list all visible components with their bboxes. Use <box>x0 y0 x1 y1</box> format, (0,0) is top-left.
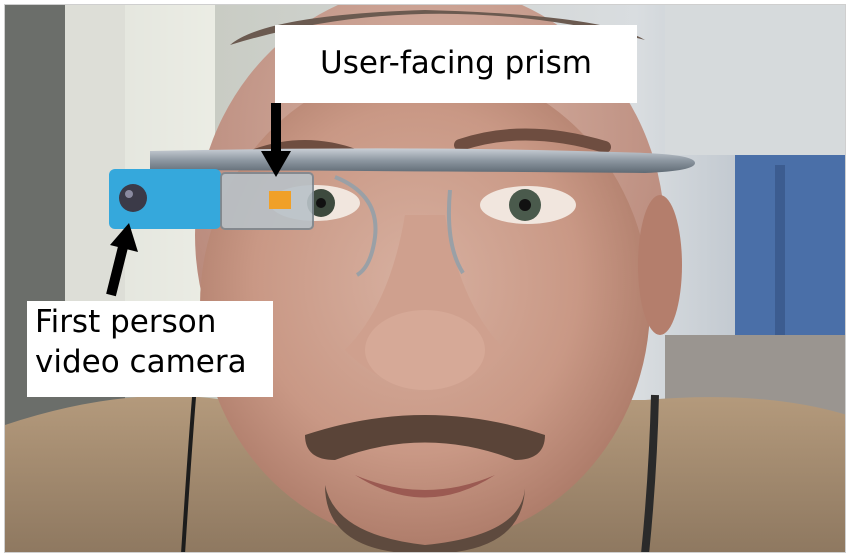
prism <box>220 172 314 230</box>
nose-tip <box>365 310 485 390</box>
lanyard <box>641 394 659 552</box>
beard <box>325 485 525 552</box>
camera-housing <box>109 169 221 229</box>
earbud-cord <box>181 384 197 552</box>
glass-nosepad-right <box>446 189 465 275</box>
glass-band <box>150 148 695 173</box>
right-wall <box>665 5 845 155</box>
arrow-down-icon <box>261 103 291 177</box>
curtain-fold <box>775 165 785 405</box>
pupil-left <box>316 198 326 208</box>
prism-callout-label: User-facing prism <box>275 25 637 103</box>
mouth <box>355 475 495 498</box>
camera-callout-label: First person video camera <box>27 301 273 397</box>
photo-frame: User-facing prism First person video cam… <box>4 4 846 553</box>
camera-lens-highlight <box>125 190 133 198</box>
arrow-up-icon <box>106 223 138 297</box>
hair-top <box>230 10 645 45</box>
camera-lens <box>119 184 147 212</box>
mustache <box>305 415 545 460</box>
ear-right <box>638 195 682 335</box>
prism-display-glow <box>269 191 291 209</box>
pupil-right <box>519 199 531 211</box>
camera-label-line-1: First person <box>35 304 217 340</box>
glass-nosepad-left <box>334 175 378 277</box>
prism-label-text: User-facing prism <box>320 45 592 82</box>
camera-label-line-2: video camera <box>35 343 247 380</box>
eyebrow-right <box>454 128 611 153</box>
